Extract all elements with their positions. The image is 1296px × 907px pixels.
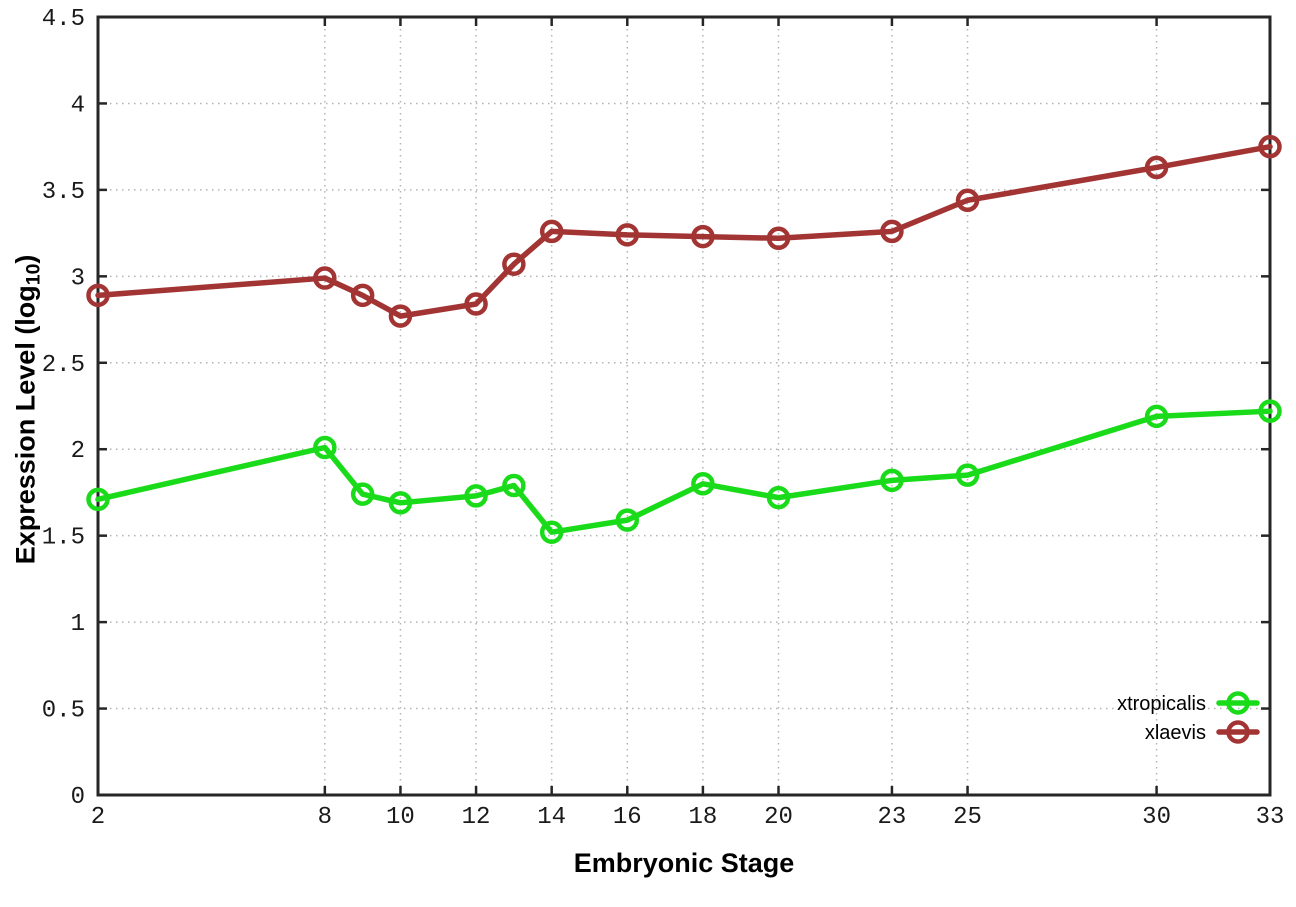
x-tick-label: 2: [91, 804, 105, 831]
x-tick-label: 18: [688, 804, 717, 831]
data-point-xlaevis: [1258, 134, 1282, 159]
data-point-xlaevis: [388, 304, 413, 328]
legend-label-xtropicalis: xtropicalis: [1117, 693, 1206, 715]
x-tick-label: 16: [613, 804, 642, 831]
y-tick-label: 0.5: [42, 698, 85, 725]
data-point-xlaevis: [539, 219, 564, 244]
y-tick-label: 0: [71, 784, 85, 811]
y-tick-label: 2: [71, 438, 85, 465]
data-point-xtropicalis: [86, 487, 110, 512]
y-axis-title: Expression Level (log10): [11, 209, 46, 609]
data-point-xlaevis: [955, 188, 980, 213]
legend-marker-xlaevis: [1226, 720, 1250, 744]
data-point-xtropicalis: [955, 463, 980, 487]
data-point-xlaevis: [615, 223, 640, 247]
y-tick-label: 3: [71, 265, 85, 292]
y-tick-label: 3.5: [42, 179, 85, 206]
data-point-xlaevis: [350, 283, 375, 308]
data-point-xlaevis: [691, 224, 715, 249]
y-axis-title-subscript: 10: [22, 263, 45, 286]
x-tick-label: 23: [878, 804, 907, 831]
y-tick-label: 1: [71, 611, 85, 638]
x-tick-label: 12: [462, 804, 491, 831]
series-line-xlaevis: [95, 143, 1273, 319]
x-tick-label: 10: [386, 804, 415, 831]
data-point-xtropicalis: [350, 482, 375, 506]
data-point-xlaevis: [766, 226, 791, 251]
data-point-xlaevis: [880, 219, 904, 244]
data-point-xtropicalis: [1144, 404, 1169, 429]
x-tick-label: 30: [1142, 804, 1171, 831]
x-tick-label: 25: [953, 804, 982, 831]
y-axis-title-text: Expression Level (log: [10, 285, 41, 565]
y-tick-label: 4.5: [42, 6, 85, 33]
y-tick-label: 1.5: [42, 525, 85, 552]
data-point-xlaevis: [502, 252, 526, 276]
plot-border: [96, 15, 1272, 797]
data-point-xtropicalis: [502, 473, 526, 498]
y-axis-title-close: ): [10, 254, 41, 264]
legend-label-xlaevis: xlaevis: [1145, 722, 1206, 744]
series-line-xtropicalis: [95, 408, 1273, 535]
data-point-xtropicalis: [388, 491, 413, 515]
data-point-xtropicalis: [691, 472, 715, 496]
legend-marker-xtropicalis: [1226, 691, 1250, 715]
data-point-xtropicalis: [1258, 399, 1282, 423]
x-tick-label: 20: [764, 804, 793, 831]
x-axis-title: Embryonic Stage: [98, 848, 1270, 879]
data-point-xtropicalis: [464, 484, 488, 508]
data-point-xlaevis: [313, 266, 337, 290]
x-tick-label: 8: [318, 804, 332, 831]
data-point-xtropicalis: [880, 468, 904, 493]
x-tick-label: 33: [1256, 804, 1285, 831]
x-tick-label: 14: [537, 804, 566, 831]
data-point-xtropicalis: [313, 435, 337, 460]
data-point-xlaevis: [464, 292, 488, 316]
y-tick-label: 4: [71, 92, 85, 119]
data-point-xtropicalis: [539, 520, 564, 544]
data-point-xtropicalis: [766, 485, 791, 510]
x-axis-title-text: Embryonic Stage: [573, 848, 795, 878]
data-point-xlaevis: [1144, 155, 1169, 180]
y-tick-label: 2.5: [42, 352, 85, 379]
data-point-xtropicalis: [615, 508, 640, 532]
data-point-xlaevis: [86, 283, 110, 308]
